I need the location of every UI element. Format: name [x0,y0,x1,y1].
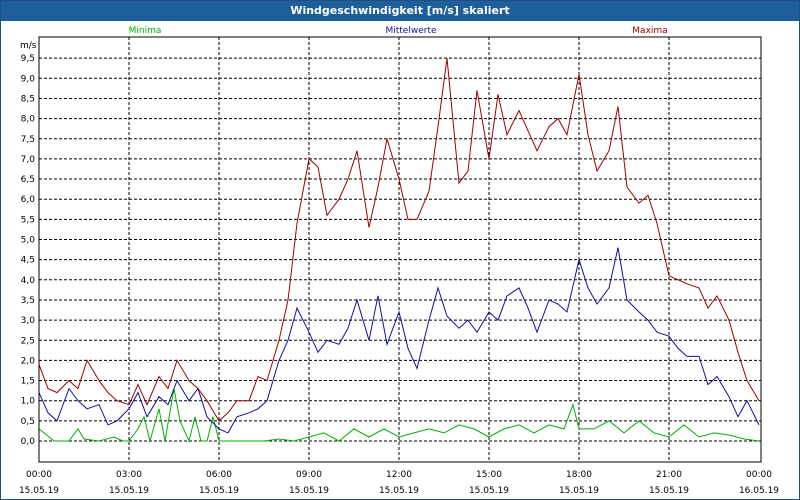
x-tick-date: 16.05.19 [739,486,779,496]
y-tick-label: 2,0 [21,356,36,366]
y-tick-label: 8,5 [21,94,35,104]
y-tick-label: 5,5 [21,215,35,225]
x-tick-time: 21:00 [656,470,682,480]
x-tick-date: 15.05.19 [379,486,419,496]
series-line-mittelwerte [38,247,760,434]
x-tick-date: 15.05.19 [649,486,689,496]
y-tick-label: 7,5 [21,135,35,145]
y-tick-label: 7,0 [21,155,36,165]
y-tick-label: 1,5 [21,377,35,387]
y-tick-label: 9,5 [21,54,35,64]
y-tick-label: 1,0 [21,397,36,407]
x-tick-time: 09:00 [296,470,322,480]
y-tick-label: 3,0 [21,316,36,326]
x-tick-time: 06:00 [206,470,232,480]
y-axis-ticks: 0,0 0,5 1,0 1,5 2,0 2,5 3,0 3,5 4,0 4,5 5,0 5,5 6,0 6… [21,54,36,447]
x-axis-ticks: 00:00 15.05.19 03:00 15.05.19 06:00 15.05.19 0… [19,470,779,496]
x-tick-time: 18:00 [566,470,592,480]
y-tick-label: 6,5 [21,175,35,185]
x-tick-date: 15.05.19 [109,486,149,496]
y-tick-label: 3,5 [21,296,35,306]
y-tick-label: 0,5 [21,417,35,427]
x-tick-time: 00:00 [746,470,772,480]
y-tick-label: 8,0 [21,115,36,125]
x-tick-date: 15.05.19 [199,486,239,496]
vertical-grid [128,37,670,462]
legend-minima: Minima [129,26,162,36]
x-tick-time: 15:00 [476,470,502,480]
y-tick-label: 2,5 [21,336,35,346]
y-axis-label: m/s [20,41,37,51]
y-tick-label: 4,0 [21,276,36,286]
y-tick-label: 5,0 [21,236,36,246]
x-tick-time: 03:00 [116,470,142,480]
window-title: Windgeschwindigkeit [m/s] skaliert [1,1,799,21]
y-tick-label: 9,0 [21,74,36,84]
legend-maxima: Maxima [632,26,667,36]
x-tick-time: 00:00 [26,470,52,480]
y-tick-label: 0,0 [21,437,36,447]
y-tick-label: 4,5 [21,256,35,266]
series-line-minima [38,388,760,443]
y-tick-label: 6,0 [21,195,36,205]
plot-area-border [38,36,762,463]
x-tick-time: 12:00 [386,470,412,480]
x-tick-date: 15.05.19 [19,486,59,496]
x-tick-date: 15.05.19 [469,486,509,496]
legend-mittelwerte: Mittelwerte [385,26,436,36]
x-tick-date: 15.05.19 [559,486,599,496]
x-tick-date: 15.05.19 [289,486,329,496]
horizontal-grid [39,57,761,442]
series-line-maxima [38,58,760,422]
series-lines [38,58,760,443]
